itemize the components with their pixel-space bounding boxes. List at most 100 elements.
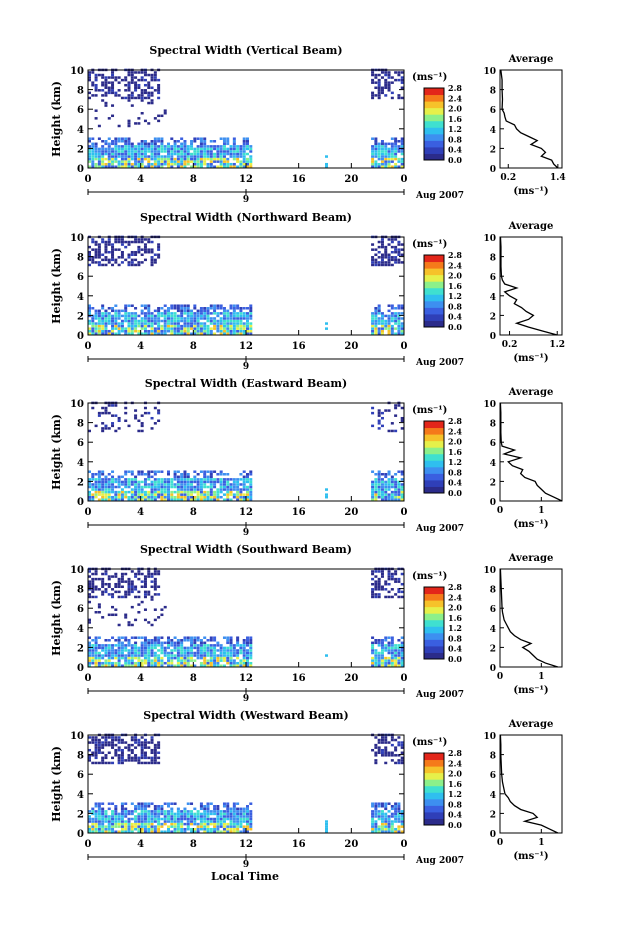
- heatmap-cell: [186, 654, 190, 657]
- heatmap-cell: [101, 317, 105, 320]
- heatmap-cell: [153, 406, 157, 410]
- heatmap-cell: [176, 641, 180, 645]
- heatmap-cell: [101, 743, 105, 747]
- heatmap-cell: [153, 89, 157, 92]
- heatmap-cell: [114, 240, 118, 244]
- heatmap-cell: [387, 651, 391, 655]
- heatmap-cell: [229, 659, 233, 662]
- heatmap-cell: [196, 309, 200, 313]
- colorbar-tick-label: 0.0: [448, 820, 462, 830]
- heatmap-cell: [134, 588, 138, 591]
- colorbar-tick-label: 0.0: [448, 488, 462, 498]
- heatmap-cell: [377, 746, 381, 749]
- heatmap-cell: [203, 495, 207, 499]
- heatmap-cell: [216, 805, 220, 808]
- heatmap-cell: [91, 81, 95, 84]
- heatmap-cell: [143, 582, 147, 586]
- heatmap-cell: [88, 304, 91, 307]
- heatmap-cell: [157, 659, 161, 662]
- heatmap-cell: [206, 654, 210, 657]
- heatmap-cell: [384, 319, 388, 323]
- heatmap-cell: [397, 651, 401, 655]
- heatmap-cell: [206, 309, 210, 313]
- heatmap-cell: [180, 810, 184, 813]
- heatmap-cell: [400, 590, 404, 594]
- heatmap-cell: [120, 651, 124, 655]
- heatmap-cell: [167, 152, 170, 156]
- heatmap-cell: [222, 493, 226, 496]
- colorbar-segment: [424, 127, 444, 135]
- heatmap-cell: [384, 488, 388, 491]
- heatmap-cell: [180, 817, 184, 821]
- heatmap-cell: [137, 248, 141, 251]
- heatmap-cell: [117, 150, 121, 153]
- heatmap-cell: [97, 646, 101, 650]
- heatmap-cell: [94, 488, 98, 491]
- heatmap-cell: [143, 250, 147, 254]
- heatmap-cell: [380, 498, 384, 501]
- heatmap-cell: [222, 480, 226, 484]
- heatmap-cell: [170, 165, 174, 168]
- heatmap-cell: [117, 820, 121, 823]
- heatmap-cell: [226, 319, 230, 323]
- heatmap-cell: [143, 822, 147, 826]
- heatmap-cell: [94, 109, 98, 112]
- heatmap-cell: [153, 142, 157, 146]
- heatmap-cell: [380, 805, 384, 808]
- heatmap-cell: [232, 822, 236, 826]
- heatmap-cell: [222, 812, 226, 816]
- heatmap-cell: [203, 307, 207, 310]
- heatmap-cell: [130, 827, 134, 831]
- heatmap-cell: [111, 746, 115, 749]
- heatmap-cell: [127, 94, 131, 97]
- heatmap-cell: [176, 483, 180, 486]
- heatmap-cell: [203, 815, 207, 818]
- heatmap-cell: [242, 312, 246, 315]
- heatmap-cell: [400, 137, 404, 140]
- heatmap-cell: [104, 644, 108, 647]
- heatmap-cell: [206, 317, 210, 320]
- heatmap-cell: [130, 104, 134, 107]
- heatmap-cell: [183, 332, 187, 335]
- heatmap-cell: [183, 317, 187, 320]
- heatmap-cell: [160, 493, 164, 496]
- heatmap-cell: [147, 761, 151, 765]
- heatmap-cell: [111, 157, 115, 161]
- heatmap-cell: [97, 802, 101, 805]
- heatmap-cell: [157, 654, 161, 657]
- heatmap-cell: [387, 470, 391, 473]
- heatmap-cell: [173, 327, 177, 330]
- chart-panel-2: Spectral Width (Eastward Beam)Height (km…: [50, 377, 563, 538]
- heatmap-cell: [167, 312, 170, 315]
- heatmap-cell: [157, 327, 161, 330]
- heatmap-cell: [180, 656, 184, 660]
- heatmap-cell: [137, 322, 141, 325]
- heatmap-cell: [167, 498, 170, 501]
- heatmap-cell: [127, 822, 131, 826]
- heatmap-cell: [150, 736, 154, 739]
- heatmap-cell: [143, 327, 147, 330]
- heatmap-cell: [242, 157, 246, 161]
- heatmap-cell: [390, 820, 394, 823]
- heatmap-cell: [216, 314, 220, 318]
- heatmap-cell: [213, 810, 217, 813]
- heatmap-cell: [246, 493, 249, 496]
- heatmap-cell: [140, 485, 144, 489]
- heatmap-cell: [157, 756, 161, 760]
- heatmap-cell: [246, 810, 249, 813]
- heatmap-cell: [153, 580, 157, 583]
- heatmap-cell: [101, 312, 105, 315]
- heatmap-cell: [134, 654, 138, 657]
- heatmap-cell: [387, 142, 391, 146]
- heatmap-cell: [246, 307, 249, 310]
- colorbar-segment: [424, 133, 444, 141]
- heatmap-cell: [203, 324, 207, 328]
- heatmap-cell: [170, 820, 174, 823]
- heatmap-cell: [101, 89, 105, 92]
- heatmap-cell: [104, 76, 108, 79]
- colorbar-tick-label: 0.4: [448, 810, 462, 820]
- heatmap-cell: [167, 654, 170, 657]
- heatmap-cell: [153, 654, 157, 657]
- heatmap-cell: [134, 322, 138, 325]
- heatmap-cell: [94, 424, 98, 428]
